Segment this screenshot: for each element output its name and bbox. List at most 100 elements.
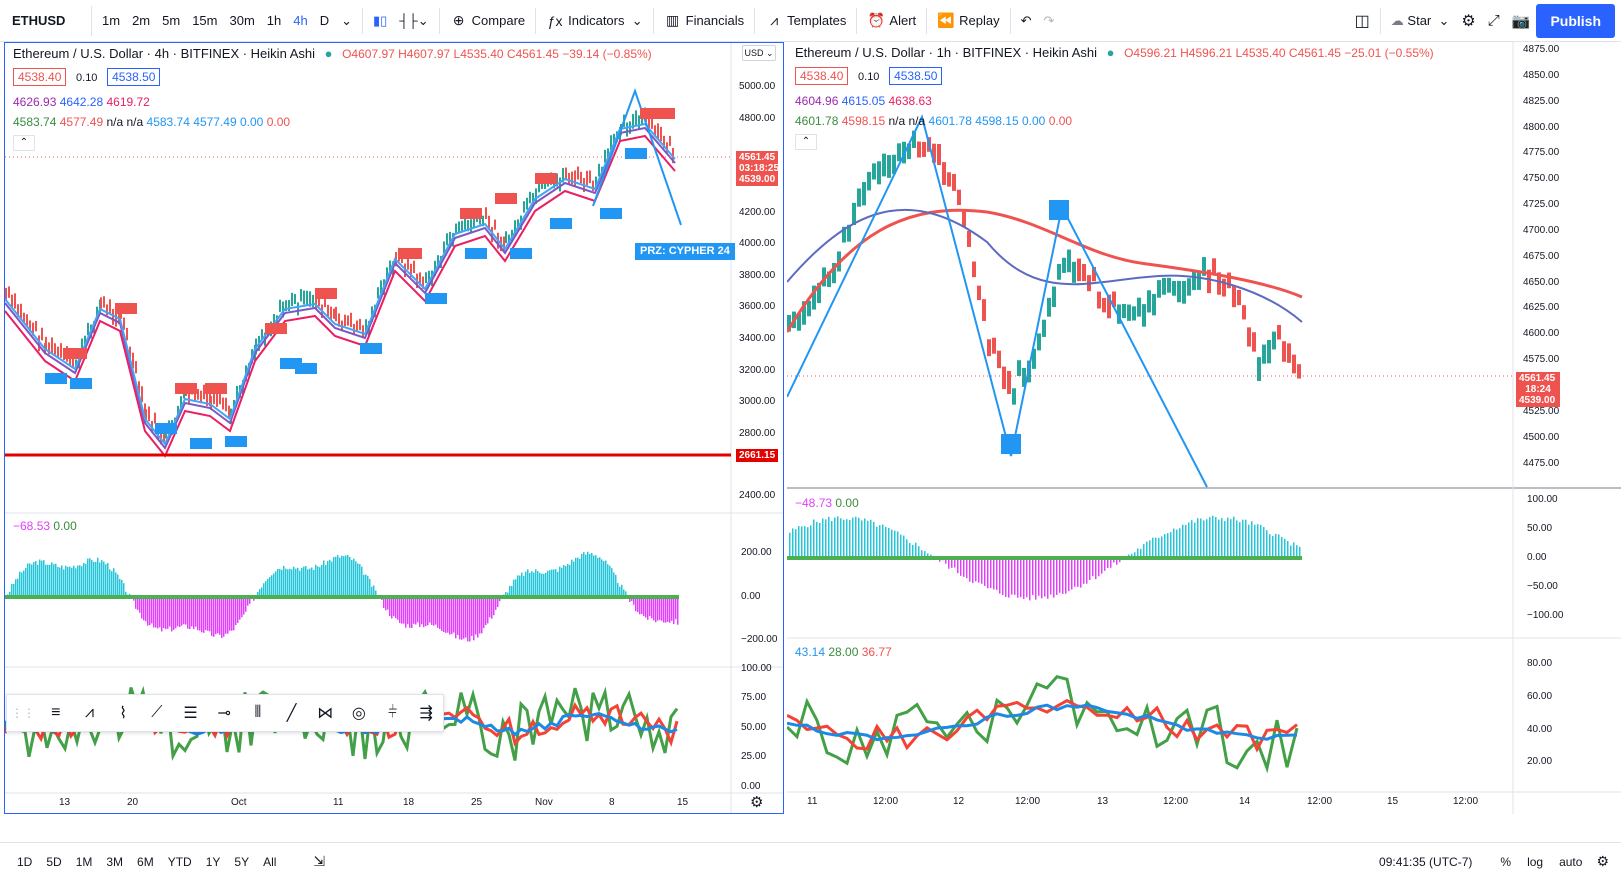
osc-bar — [1062, 558, 1064, 594]
draw-pitchfork-tool[interactable]: ⫴ — [241, 698, 275, 728]
osc-bar — [589, 553, 591, 597]
interval-4h[interactable]: 4h — [293, 13, 308, 28]
osc-bar — [219, 597, 221, 635]
log-toggle[interactable]: log — [1527, 854, 1544, 869]
left-ind1-b: 4642.28 — [59, 95, 104, 109]
compare-button[interactable]: ⊕ Compare — [444, 0, 531, 42]
range-all[interactable]: All — [263, 854, 277, 869]
draw-gann-tool[interactable]: ◎ — [342, 698, 376, 728]
fullscreen-button[interactable]: ⤢ — [1482, 0, 1506, 42]
ray-icon: ╱ — [286, 705, 297, 722]
clock-time[interactable]: 09:41:35 (UTC-7) — [1379, 854, 1473, 869]
rewind-icon: ⏪ — [937, 12, 955, 28]
candle — [598, 163, 600, 177]
candle — [1062, 257, 1066, 273]
osc-bar — [355, 561, 357, 597]
interval-1m[interactable]: 1m — [102, 13, 121, 28]
price-tick-label: 3200.00 — [739, 365, 776, 376]
range-5d[interactable]: 5D — [46, 854, 62, 869]
candle — [604, 149, 606, 163]
interval-D[interactable]: D — [319, 13, 330, 28]
range-3m[interactable]: 3M — [106, 854, 124, 869]
osc-bar — [317, 566, 319, 597]
layout-button[interactable]: ◫ — [1349, 0, 1376, 42]
osc-bar — [517, 575, 519, 597]
currency-button[interactable]: USD ⌄ — [742, 45, 776, 61]
collapse-legend-button[interactable]: ⌃ — [795, 134, 817, 150]
right-chart-canvas[interactable] — [787, 42, 1621, 814]
chart-type-button[interactable]: ▮▯ — [367, 0, 393, 42]
left-chart-pane[interactable]: Ethereum / U.S. Dollar · 4h · BITFINEX ·… — [4, 42, 784, 814]
settings-button[interactable]: ⚙ — [1455, 0, 1481, 42]
interval-30m[interactable]: 30m — [229, 13, 255, 28]
left-chart-canvas[interactable] — [5, 43, 784, 814]
alert-button[interactable]: ⏰ Alert — [861, 0, 922, 42]
osc-bar — [359, 564, 361, 597]
interval-5m[interactable]: 5m — [162, 13, 181, 28]
range-ytd[interactable]: YTD — [167, 854, 192, 869]
osc-bar — [1056, 558, 1058, 595]
settings-button[interactable]: ⚙ — [1596, 853, 1609, 870]
right-bid-box[interactable]: 4538.40 — [795, 67, 849, 85]
osc-bar — [441, 597, 443, 631]
star-button[interactable]: ☁ Star ⌄ — [1390, 12, 1450, 29]
interval-1h[interactable]: 1h — [266, 13, 282, 28]
osc-bar — [423, 597, 425, 628]
financials-button[interactable]: ▥ Financials — [658, 0, 751, 42]
osc-bar — [409, 597, 411, 628]
undo-button[interactable]: ↶ — [1015, 0, 1038, 42]
draw-trend-tool[interactable]: ⟋ — [140, 698, 174, 728]
templates-button[interactable]: ⩘ Templates — [759, 0, 852, 42]
draw-elliott-tool[interactable]: ⌇ — [106, 698, 140, 728]
range-5y[interactable]: 5Y — [234, 854, 250, 869]
osc-bar — [81, 566, 83, 597]
osc-bar — [1272, 535, 1274, 558]
axis-settings-button[interactable]: ⚙ — [750, 793, 763, 811]
draw-abcd-tool[interactable]: ⩘ — [73, 698, 107, 728]
draw-lines-tool[interactable]: ≡ — [39, 698, 73, 728]
goto-date-button[interactable]: ⇲ — [313, 853, 325, 870]
range-1y[interactable]: 1Y — [205, 854, 221, 869]
symbol-search[interactable]: ETHUSD — [4, 5, 92, 36]
osc-bar — [349, 556, 351, 597]
left-bid-box[interactable]: 4538.40 — [13, 68, 67, 86]
bar-type-button[interactable]: ┤├ ⌄ — [399, 12, 429, 29]
percent-toggle[interactable]: % — [1500, 854, 1512, 869]
left-ask-box[interactable]: 4538.50 — [107, 68, 161, 86]
right-ask-box[interactable]: 4538.50 — [889, 67, 943, 85]
draw-channel-tool[interactable]: ⫩ — [376, 698, 410, 728]
candle — [651, 113, 653, 129]
osc-bar — [331, 561, 333, 597]
candle — [571, 171, 573, 185]
draw-xabcd-tool[interactable]: ⋈ — [308, 698, 342, 728]
drag-handle-icon[interactable]: ⋮⋮ — [11, 706, 35, 720]
replay-button[interactable]: ⏪ Replay — [931, 0, 1005, 42]
candle — [35, 320, 37, 332]
auto-toggle[interactable]: auto — [1559, 854, 1583, 869]
osc-bar — [229, 597, 231, 631]
publish-button[interactable]: Publish — [1536, 3, 1615, 38]
range-6m[interactable]: 6M — [137, 854, 154, 869]
draw-range-tool[interactable]: ⇶ — [409, 698, 443, 728]
interval-dropdown[interactable]: ⌄ — [341, 12, 353, 28]
interval-15m[interactable]: 15m — [192, 13, 218, 28]
candle — [434, 260, 436, 276]
range-1d[interactable]: 1D — [17, 854, 33, 869]
draw-ray-tool[interactable]: ╱ — [275, 698, 309, 728]
draw-hline-tool[interactable]: ⊸ — [207, 698, 241, 728]
time-tick-label: 12 — [953, 796, 965, 807]
candle — [216, 391, 218, 407]
collapse-legend-button[interactable]: ⌃ — [13, 135, 35, 151]
candle — [1187, 278, 1191, 296]
osc-bar — [1263, 527, 1265, 558]
draw-fib-tool[interactable]: ☰ — [174, 698, 208, 728]
snapshot-button[interactable]: 📷 — [1506, 0, 1537, 42]
right-chart-pane[interactable]: Ethereum / U.S. Dollar · 1h · BITFINEX ·… — [787, 42, 1621, 814]
indicators-button[interactable]: ƒx Indicators ⌄ — [547, 12, 643, 29]
range-1m[interactable]: 1M — [75, 854, 93, 869]
redo-button[interactable]: ↷ — [1038, 0, 1061, 42]
left-ind1-c: 4619.72 — [106, 95, 150, 109]
candle — [503, 236, 505, 252]
interval-2m[interactable]: 2m — [132, 13, 151, 28]
osc-bar — [207, 597, 209, 631]
